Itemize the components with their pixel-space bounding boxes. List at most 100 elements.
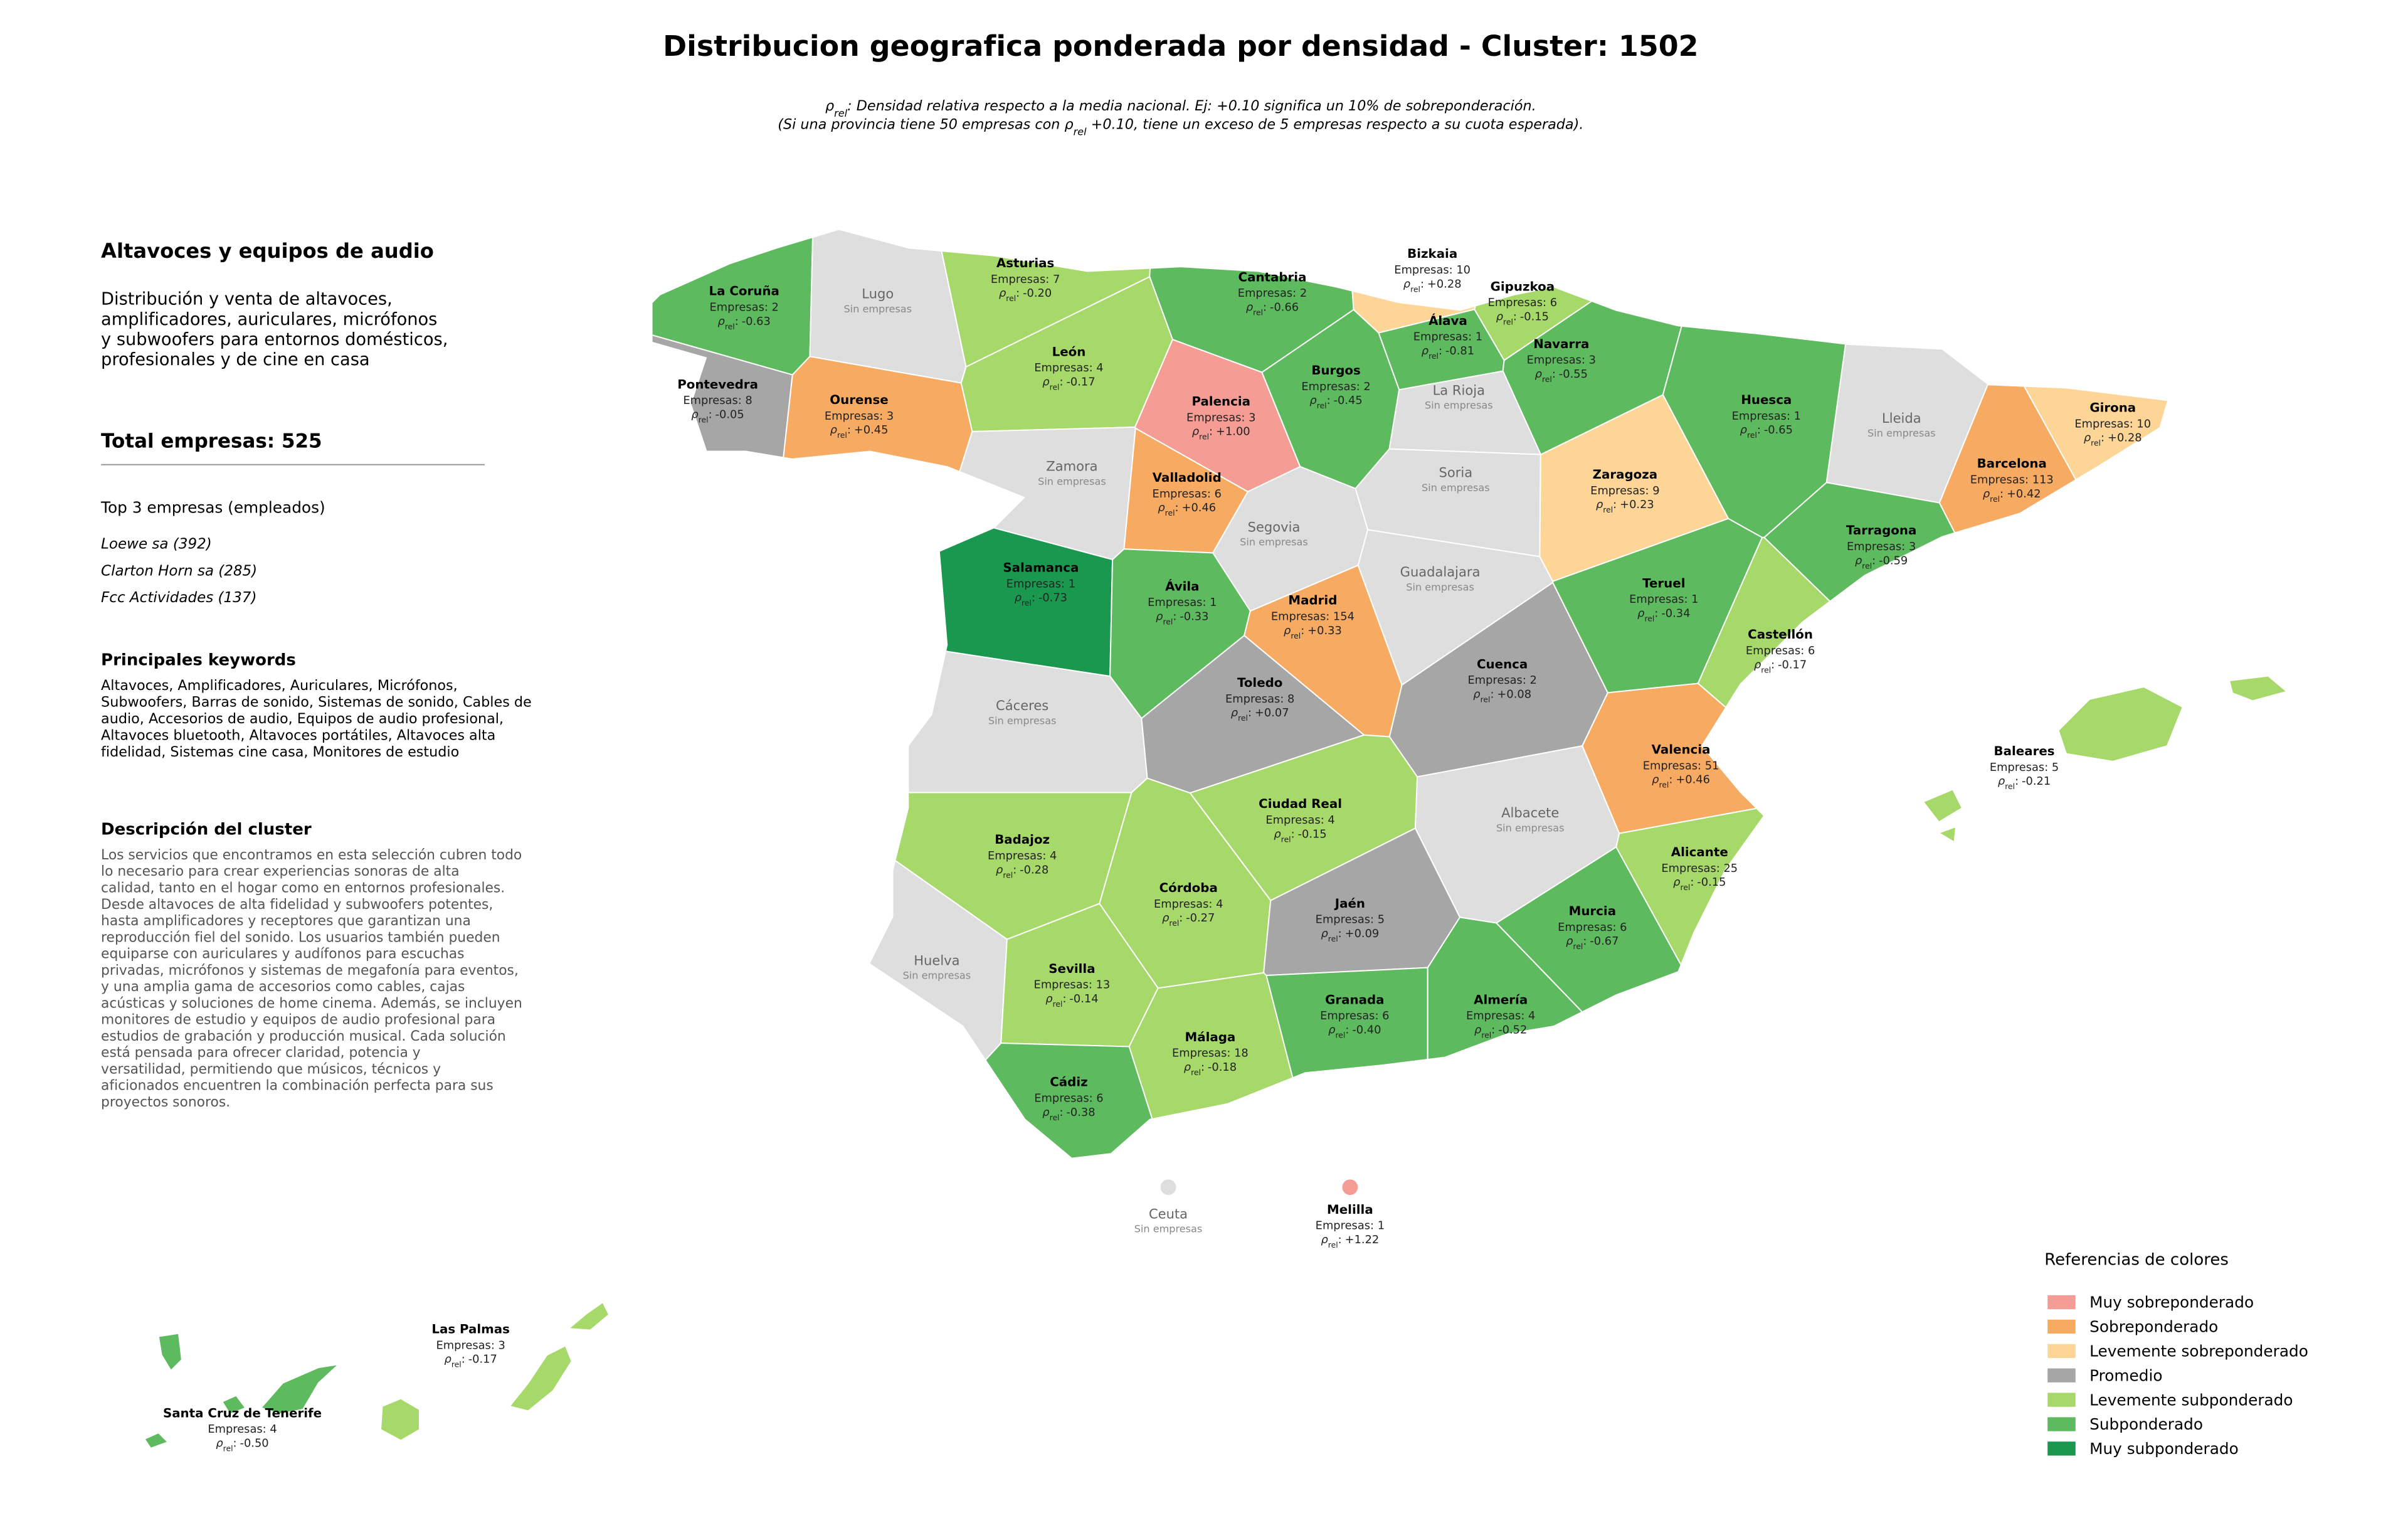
province-rho: ρrel: -0.20	[999, 287, 1052, 303]
province	[2229, 675, 2288, 702]
province-rho: ρrel: -0.05	[691, 408, 744, 424]
province-rho: ρrel: +0.09	[1321, 927, 1379, 943]
rho-value: -0.15	[1520, 310, 1549, 323]
rho-colon: :	[1491, 1023, 1495, 1036]
province-name: Lleida	[1882, 410, 1921, 426]
province-count: Empresas: 2	[1301, 380, 1370, 393]
province-count: Empresas: 6	[1153, 487, 1222, 501]
rho-value: -0.63	[742, 315, 771, 328]
province-name: Guadalajara	[1400, 564, 1481, 580]
province-name: Ourense	[830, 393, 888, 407]
province-name: Ceuta	[1149, 1206, 1188, 1221]
subtitle: (Si una provincia tiene 50 empresas con …	[778, 117, 1583, 138]
province-rho: ρrel: -0.63	[718, 315, 771, 331]
province	[2057, 686, 2184, 762]
rho-subscript: rel	[1238, 714, 1248, 723]
rho-subscript: rel	[1003, 871, 1013, 879]
province-count: Empresas: 6	[1488, 296, 1557, 309]
province-count: Empresas: 1	[1413, 331, 1482, 344]
total-companies: Total empresas: 525	[101, 430, 322, 452]
province-name: Tarragona	[1846, 523, 1916, 538]
rho-value: -0.33	[1180, 610, 1208, 623]
rho-symbol: ρ	[999, 287, 1006, 300]
rho-value: +0.33	[1307, 624, 1342, 637]
province	[1923, 788, 1963, 823]
legend-label: Promedio	[2089, 1366, 2162, 1384]
province-rho: ρrel: -0.45	[1309, 394, 1362, 410]
keywords-line: Subwoofers, Barras de sonido, Sistemas d…	[101, 694, 532, 710]
province-rho: ρrel: -0.40	[1328, 1023, 1381, 1039]
rho-symbol: ρ	[1473, 687, 1481, 701]
cluster-text-line: calidad, tanto en el hogar como en entor…	[101, 881, 505, 896]
province-name: Cantabria	[1238, 270, 1307, 284]
province-rho: ρrel: -0.52	[1474, 1023, 1527, 1039]
cluster-text-line: proyectos sonoros.	[101, 1095, 230, 1110]
province-name: Asturias	[996, 256, 1054, 270]
rho-subscript: rel	[1050, 383, 1060, 391]
province-count: Empresas: 9	[1590, 484, 1659, 497]
rho-symbol: ρ	[1754, 658, 1761, 671]
rho-subscript: rel	[1481, 695, 1491, 704]
province-name: Palencia	[1191, 395, 1250, 409]
rho-value: -0.55	[1559, 368, 1588, 381]
province-name: Madrid	[1288, 593, 1337, 608]
rho-symbol: ρ	[1496, 310, 1504, 323]
rho-subscript: rel	[1163, 617, 1173, 626]
province-rho: ρrel: +0.33	[1284, 624, 1342, 640]
cluster-text-line: acústicas y soluciones de home cinema. A…	[101, 995, 522, 1011]
rho-value: -0.81	[1445, 344, 1474, 358]
province-rho: ρrel: -0.18	[1184, 1061, 1237, 1077]
province-name: Málaga	[1185, 1030, 1236, 1044]
province-rho: ρrel: -0.17	[1042, 375, 1095, 391]
province-count: Empresas: 25	[1661, 862, 1738, 875]
province-rho: ρrel: +0.07	[1231, 706, 1289, 723]
province	[380, 1398, 420, 1441]
rho-symbol: ρ	[1596, 498, 1603, 511]
rho-symbol: ρ	[691, 408, 699, 421]
subtitle-part: ρ	[825, 98, 834, 114]
rho-symbol: ρ	[1162, 911, 1170, 925]
province-name: Ávila	[1165, 579, 1199, 593]
rho-colon: :	[1032, 592, 1035, 605]
rho-value: -0.50	[240, 1436, 269, 1450]
rho-symbol: ρ	[1855, 554, 1862, 567]
rho-value: +0.07	[1255, 706, 1289, 719]
rho-subscript: rel	[1253, 308, 1263, 317]
rho-subscript: rel	[1503, 317, 1513, 326]
province-name: Albacete	[1501, 805, 1559, 820]
province-name: Teruel	[1642, 576, 1685, 590]
province	[859, 1043, 1178, 1158]
cluster-text-line: Los servicios que encontramos en esta se…	[101, 847, 522, 863]
province	[1763, 482, 2148, 910]
province-count: Empresas: 4	[1466, 1009, 1535, 1022]
province-name: Pontevedra	[677, 377, 758, 391]
province-rho: ρrel: -0.59	[1855, 554, 1908, 570]
province-rho: ρrel: -0.66	[1246, 300, 1299, 317]
rho-colon: :	[1291, 827, 1295, 841]
province-name: Castellón	[1748, 627, 1813, 642]
rho-colon: :	[1345, 1023, 1349, 1036]
rho-colon: :	[2101, 432, 2104, 445]
rho-colon: :	[1060, 1106, 1064, 1119]
province-rho: ρrel: -0.15	[1274, 827, 1326, 844]
province-count: Empresas: 5	[1990, 761, 2059, 774]
province-count: Empresas: 4	[208, 1423, 277, 1436]
province-note: Sin empresas	[843, 303, 912, 315]
province-count: Empresas: 3	[1847, 540, 1916, 553]
province-rho: ρrel: -0.15	[1496, 310, 1549, 326]
province-name: Segovia	[1248, 519, 1301, 534]
rho-subscript: rel	[1410, 285, 1420, 294]
province-count: Empresas: 10	[2074, 417, 2151, 430]
cluster-title: Descripción del cluster	[101, 820, 312, 839]
province-note: Sin empresas	[1425, 400, 1493, 411]
subscript: rel	[834, 107, 848, 119]
province-name: Badajoz	[995, 832, 1050, 847]
rho-subscript: rel	[1990, 495, 2000, 504]
rho-symbol: ρ	[445, 1353, 452, 1366]
rho-value: -0.17	[1778, 658, 1807, 671]
province-note: Sin empresas	[1867, 427, 1936, 439]
province-name: Cuenca	[1477, 657, 1528, 671]
rho-subscript: rel	[1328, 1241, 1338, 1249]
legend-label: Sobreponderado	[2089, 1318, 2218, 1336]
